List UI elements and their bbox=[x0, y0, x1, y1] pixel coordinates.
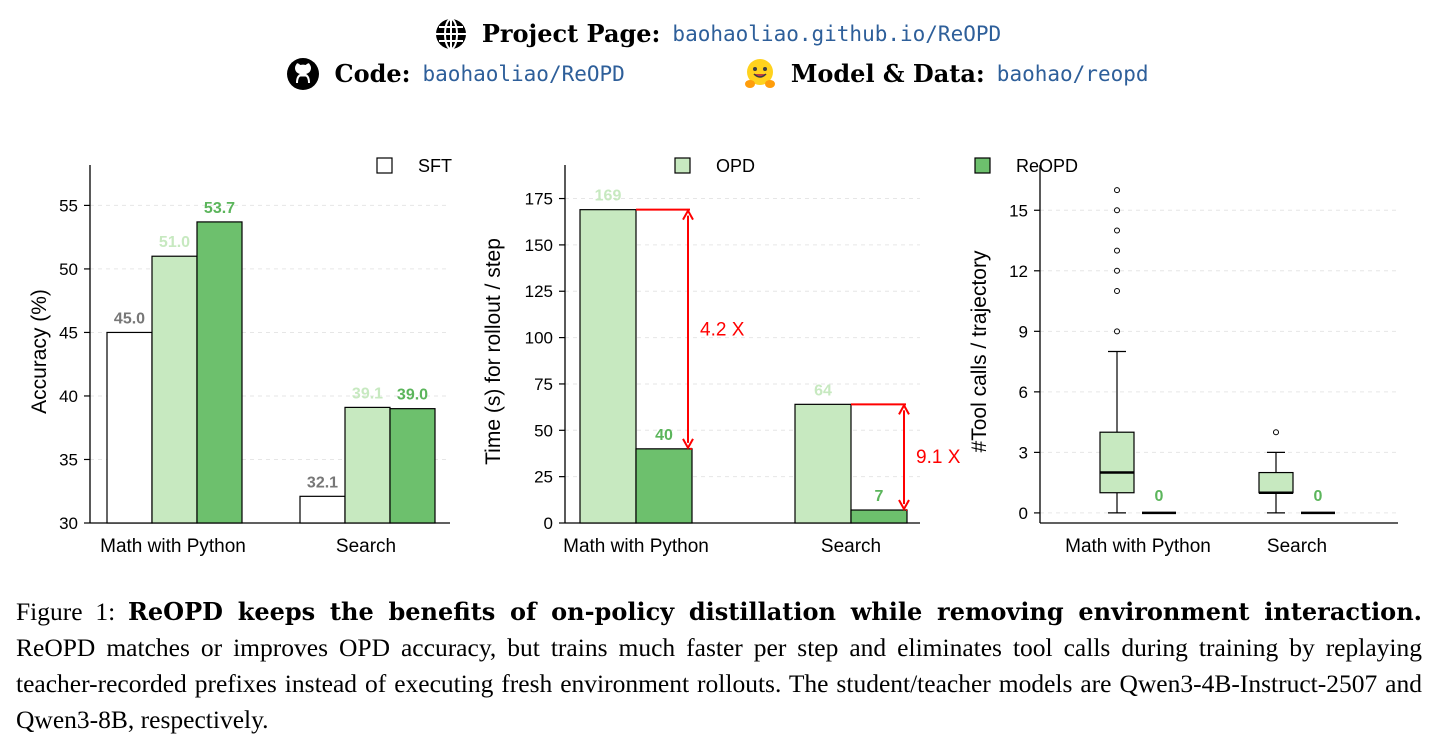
x-tick-label: Search bbox=[821, 536, 881, 557]
figure-caption: Figure 1: ReOPD keeps the benefits of on… bbox=[16, 594, 1422, 738]
y-tick-label: 125 bbox=[525, 282, 553, 301]
box-value-label: 0 bbox=[1155, 488, 1164, 505]
box-outlier bbox=[1114, 207, 1120, 214]
y-tick-label: 12 bbox=[1009, 262, 1028, 281]
speedup-label: 9.1 X bbox=[916, 447, 961, 468]
caption-text: ReOPD matches or improves OPD accuracy, … bbox=[16, 633, 1422, 734]
x-tick-label: Search bbox=[1267, 536, 1327, 557]
box-value-label: 0 bbox=[1314, 488, 1323, 505]
github-icon bbox=[287, 58, 320, 90]
x-tick-label: Math with Python bbox=[563, 536, 709, 557]
box-outlier bbox=[1114, 227, 1120, 234]
speedup-arrowhead bbox=[898, 403, 910, 415]
y-tick-label: 15 bbox=[1009, 201, 1028, 220]
bar-opd bbox=[344, 406, 391, 524]
legend-swatch-opd bbox=[674, 157, 691, 174]
y-tick-label: 150 bbox=[525, 236, 553, 255]
bar-value-label: 39.1 bbox=[352, 385, 383, 402]
y-tick-label: 0 bbox=[544, 514, 553, 533]
y-tick-label: 9 bbox=[1019, 322, 1028, 341]
y-tick-label: 175 bbox=[525, 190, 553, 209]
y-tick-label: 50 bbox=[59, 260, 78, 279]
box-outlier bbox=[1114, 328, 1120, 335]
bar-reopd bbox=[635, 448, 693, 524]
model-data-label: Model & Data: bbox=[790, 59, 985, 88]
globe-icon bbox=[435, 18, 466, 50]
y-tick-label: 55 bbox=[59, 196, 78, 215]
x-tick-label: Math with Python bbox=[1065, 536, 1211, 557]
box-opd bbox=[1258, 471, 1294, 494]
project-page-link[interactable]: baohaoliao.github.io/ReOPD bbox=[672, 22, 1002, 46]
code-label: Code: bbox=[334, 59, 411, 88]
bar-value-label: 64 bbox=[814, 382, 832, 399]
y-axis-label: Time (s) for rollout / step bbox=[482, 238, 505, 465]
bar-value-label: 40 bbox=[655, 427, 673, 444]
speedup-label: 4.2 X bbox=[700, 319, 745, 340]
y-tick-label: 75 bbox=[534, 375, 553, 394]
model-data-link[interactable]: baohao/reopd bbox=[996, 62, 1149, 86]
project-page-label: Project Page: bbox=[481, 19, 661, 48]
legend-label-opd: OPD bbox=[716, 156, 755, 176]
bar-reopd bbox=[850, 509, 908, 524]
speedup-arrowhead bbox=[682, 208, 694, 221]
y-tick-label: 100 bbox=[525, 329, 553, 348]
bar-reopd bbox=[196, 221, 243, 524]
caption-prefix: Figure 1: bbox=[16, 597, 128, 626]
project-links: Project Page: baohaoliao.github.io/ReOPD… bbox=[0, 14, 1435, 94]
bar-opd bbox=[151, 255, 198, 524]
bar-value-label: 32.1 bbox=[307, 474, 338, 491]
x-tick-label: Search bbox=[336, 536, 396, 557]
y-tick-label: 6 bbox=[1019, 383, 1028, 402]
y-axis-label: Accuracy (%) bbox=[28, 289, 51, 414]
box-outlier bbox=[1114, 287, 1120, 294]
legend-swatch-reopd bbox=[974, 157, 991, 174]
caption-bold: ReOPD keeps the benefits of on-policy di… bbox=[127, 597, 1422, 626]
box-outlier bbox=[1114, 187, 1120, 194]
y-tick-label: 0 bbox=[1019, 504, 1028, 523]
bar-value-label: 169 bbox=[595, 188, 622, 205]
box-opd bbox=[1099, 431, 1135, 494]
y-tick-label: 3 bbox=[1019, 443, 1028, 462]
code-link[interactable]: baohaoliao/ReOPD bbox=[422, 62, 625, 86]
box-outlier bbox=[1114, 267, 1120, 274]
y-tick-label: 50 bbox=[534, 421, 553, 440]
bar-value-label: 53.7 bbox=[204, 200, 235, 217]
bar-opd bbox=[794, 403, 852, 524]
bar-value-label: 45.0 bbox=[114, 310, 145, 327]
y-tick-label: 40 bbox=[59, 387, 78, 406]
legend-label-reopd: ReOPD bbox=[1016, 156, 1078, 176]
bar-value-label: 51.0 bbox=[159, 234, 190, 251]
bar-sft bbox=[299, 495, 346, 524]
x-tick-label: Math with Python bbox=[100, 536, 246, 557]
legend-swatch-sft bbox=[376, 157, 393, 174]
speedup-arrowhead bbox=[898, 499, 910, 512]
y-tick-label: 35 bbox=[59, 450, 78, 469]
y-tick-label: 30 bbox=[59, 514, 78, 533]
box-outlier bbox=[1114, 247, 1120, 254]
code-model-row: Code: baohaoliao/ReOPD Model & Data: bao… bbox=[0, 54, 1435, 94]
y-axis-label: #Tool calls / trajectory bbox=[968, 250, 991, 452]
legend-label-sft: SFT bbox=[418, 156, 452, 176]
bar-value-label: 39.0 bbox=[397, 387, 428, 404]
huggingface-icon bbox=[744, 59, 775, 88]
y-tick-label: 45 bbox=[59, 323, 78, 342]
project-page-row: Project Page: baohaoliao.github.io/ReOPD bbox=[0, 14, 1435, 54]
box-outlier bbox=[1273, 429, 1279, 436]
bar-sft bbox=[106, 331, 153, 524]
bar-value-label: 7 bbox=[875, 488, 884, 505]
y-tick-label: 25 bbox=[534, 468, 553, 487]
bar-reopd bbox=[389, 408, 436, 524]
speedup-arrowhead bbox=[682, 438, 694, 450]
bar-opd bbox=[579, 209, 637, 524]
